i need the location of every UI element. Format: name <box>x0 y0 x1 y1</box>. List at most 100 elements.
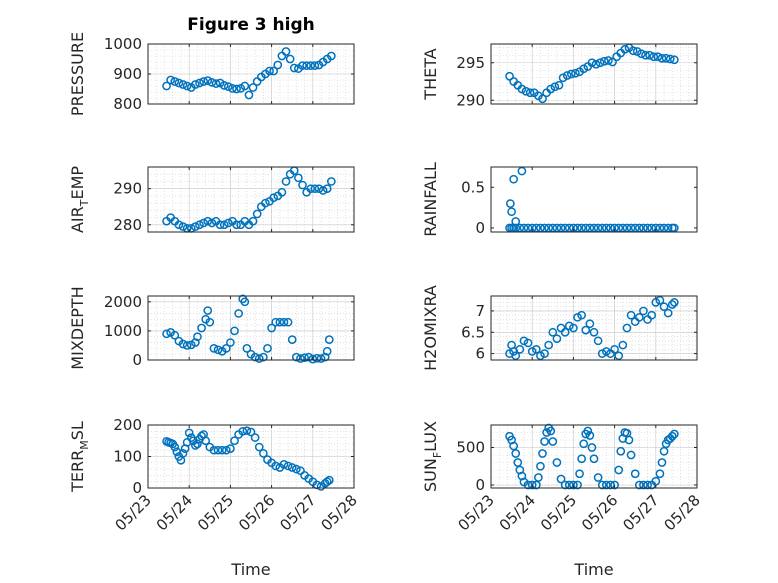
y-axis-label: MIXDEPTH <box>68 286 87 369</box>
pressure-panel: 800 900 1000 PRESSURE <box>68 32 355 116</box>
data-point <box>166 75 176 85</box>
x-tick-label: 05/25 <box>537 491 580 534</box>
data-point <box>608 57 617 67</box>
data-point <box>306 184 316 194</box>
data-point <box>509 174 519 184</box>
data-point <box>275 317 285 327</box>
data-point <box>521 86 531 96</box>
data-point <box>548 327 558 337</box>
data-point <box>279 317 289 327</box>
theta-panel: 290 295 THETA <box>421 43 698 109</box>
data-point <box>506 199 515 208</box>
x-tick-label: 05/23 <box>112 491 155 534</box>
data-point <box>637 49 646 59</box>
data-point <box>182 81 192 91</box>
data-point <box>626 310 636 320</box>
data-point <box>281 47 291 56</box>
data-point <box>199 218 208 228</box>
data-point <box>217 445 227 455</box>
data-point <box>242 344 252 353</box>
data-point <box>294 173 303 183</box>
data-point <box>593 336 603 346</box>
data-point <box>324 335 334 344</box>
data-point <box>234 309 243 318</box>
data-point <box>213 445 223 455</box>
x-tick-label: 05/27 <box>276 491 319 534</box>
data-point <box>207 78 217 87</box>
data-point <box>659 446 669 456</box>
data-point <box>170 77 180 86</box>
data-point <box>564 480 574 490</box>
data-point <box>178 222 188 231</box>
data-point <box>606 480 615 490</box>
data-point <box>585 319 595 329</box>
data-point <box>209 445 219 455</box>
data-point <box>269 193 279 203</box>
data-point <box>634 480 644 490</box>
data-point <box>649 52 659 62</box>
data-point <box>162 329 171 339</box>
figure-title: Figure 3 high <box>187 15 315 35</box>
data-point <box>312 353 322 363</box>
data-point <box>209 344 219 353</box>
data-point <box>162 81 171 91</box>
data-point <box>232 84 241 94</box>
data-point <box>230 436 239 446</box>
data-point <box>653 52 663 62</box>
data-point <box>589 454 599 464</box>
data-point <box>182 341 192 350</box>
data-point <box>296 354 305 363</box>
data-point <box>174 78 184 88</box>
data-point <box>540 437 549 446</box>
data-point <box>552 458 562 467</box>
data-point <box>527 480 537 490</box>
data-point <box>322 346 332 356</box>
data-point <box>564 321 574 331</box>
rainfall-panel: 0 0.5 RAINFALL <box>421 162 698 237</box>
data-point <box>616 446 626 456</box>
data-point <box>630 469 640 479</box>
data-point <box>250 433 260 442</box>
y-tick-label: 6 <box>475 345 485 363</box>
data-point <box>602 480 611 490</box>
data-point <box>511 351 521 361</box>
data-point <box>205 317 215 327</box>
y-axis-label: H2OMIXRA <box>421 285 440 371</box>
data-point <box>550 82 560 92</box>
data-point <box>597 480 607 490</box>
data-point <box>573 312 582 322</box>
plot-area <box>491 44 697 104</box>
data-point <box>178 80 188 89</box>
y-tick-label: 1000 <box>104 35 142 53</box>
y-tick-label: 0.5 <box>461 178 485 196</box>
h2omixra-panel: 6 6.5 7 H2OMIXRA <box>421 285 698 371</box>
data-point <box>577 310 586 320</box>
data-point <box>263 344 272 353</box>
data-point <box>193 439 202 449</box>
x-axis-label-right: Time <box>573 560 613 579</box>
data-point <box>287 463 297 472</box>
data-point <box>531 344 541 354</box>
data-point <box>542 428 551 437</box>
y-axis-label: PRESSURE <box>68 32 87 116</box>
data-point <box>618 340 628 350</box>
data-point <box>199 77 208 86</box>
data-point <box>566 69 576 79</box>
data-point <box>193 332 202 342</box>
data-point <box>230 326 239 336</box>
data-point <box>556 474 566 484</box>
data-point <box>525 88 535 98</box>
data-point <box>197 323 206 333</box>
data-point <box>203 76 213 85</box>
data-point <box>308 354 318 364</box>
data-point <box>655 469 665 479</box>
data-point <box>505 71 514 81</box>
data-point <box>326 177 336 186</box>
data-point <box>534 473 543 482</box>
data-point <box>513 458 523 467</box>
data-point <box>203 306 213 315</box>
y-tick-label: 1000 <box>104 322 142 340</box>
data-point <box>242 426 252 436</box>
y-axis-label: TERRMSL <box>68 421 91 493</box>
